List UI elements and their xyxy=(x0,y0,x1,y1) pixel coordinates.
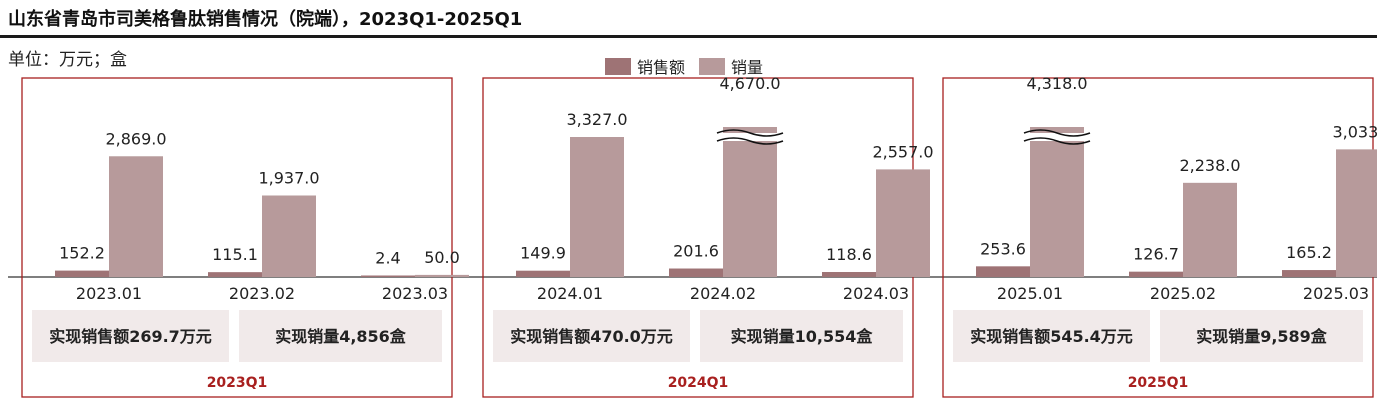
bar-sales-volume xyxy=(262,195,316,277)
data-label-sales-amount: 201.6 xyxy=(673,242,719,261)
x-tick-label: 2024.02 xyxy=(690,284,756,303)
data-label-sales-amount: 118.6 xyxy=(826,245,872,264)
data-label-sales-amount: 2.4 xyxy=(375,249,400,268)
quarter-label: 2025Q1 xyxy=(1128,375,1189,391)
x-tick-label: 2025.02 xyxy=(1150,284,1216,303)
legend-swatch-sales-amount xyxy=(605,57,631,75)
title-rule xyxy=(0,35,1377,38)
x-tick-label: 2023.02 xyxy=(229,284,295,303)
bar-sales-amount xyxy=(1129,271,1183,277)
legend: 销售额 销量 xyxy=(605,54,777,78)
summary-volume-text: 实现销量4,856盒 xyxy=(275,327,407,346)
bar-sales-volume xyxy=(1183,182,1237,277)
summary-amount-text: 实现销售额545.4万元 xyxy=(970,327,1133,346)
summary-volume-text: 实现销量10,554盒 xyxy=(731,327,874,346)
legend-swatch-sales-volume xyxy=(699,57,726,75)
bar-sales-amount xyxy=(361,275,415,277)
data-label-sales-volume: 2,869.0 xyxy=(105,129,166,148)
x-tick-label: 2025.03 xyxy=(1303,284,1369,303)
summary-box-volume xyxy=(700,310,903,362)
bar-sales-volume xyxy=(723,127,777,277)
summary-amount-text: 实现销售额470.0万元 xyxy=(510,327,673,346)
x-tick-label: 2025.01 xyxy=(997,284,1063,303)
x-tick-label: 2023.03 xyxy=(382,284,448,303)
data-label-sales-volume: 3,033.0 xyxy=(1332,122,1377,141)
bar-sales-volume xyxy=(1030,127,1084,277)
legend-label-sales-amount: 销售额 xyxy=(637,58,686,77)
summary-box-volume xyxy=(1160,310,1363,362)
bar-sales-volume xyxy=(1336,149,1377,277)
quarter-label: 2024Q1 xyxy=(668,375,729,391)
summary-box-amount xyxy=(493,310,690,362)
bar-sales-amount xyxy=(976,266,1030,277)
summary-box-volume xyxy=(239,310,442,362)
data-label-sales-amount: 152.2 xyxy=(59,244,105,263)
summary-amount-text: 实现销售额269.7万元 xyxy=(49,327,212,346)
bar-sales-amount xyxy=(669,268,723,277)
unit-label: 单位：万元；盒 xyxy=(8,50,127,70)
axis-break-gap xyxy=(1030,133,1084,141)
bar-sales-amount xyxy=(1282,270,1336,277)
legend-item-sales-volume: 销量 xyxy=(699,54,763,78)
axis-break-mark xyxy=(716,129,784,137)
axis-break-mark xyxy=(1023,129,1091,137)
x-tick-label: 2024.03 xyxy=(843,284,909,303)
quarter-label: 2023Q1 xyxy=(207,375,268,391)
data-label-sales-amount: 149.9 xyxy=(520,244,566,263)
bar-sales-volume xyxy=(109,156,163,277)
x-tick-label: 2023.01 xyxy=(76,284,142,303)
data-label-sales-volume: 4,670.0 xyxy=(719,74,780,93)
data-label-sales-amount: 253.6 xyxy=(980,239,1026,258)
bar-sales-amount xyxy=(516,270,570,277)
bar-sales-amount xyxy=(208,272,262,277)
data-label-sales-volume: 1,937.0 xyxy=(258,168,319,187)
bar-sales-volume xyxy=(570,137,624,277)
data-label-sales-volume: 4,318.0 xyxy=(1026,74,1087,93)
data-label-sales-amount: 115.1 xyxy=(212,245,258,264)
panel-frame xyxy=(21,77,453,398)
bar-sales-volume xyxy=(415,274,469,277)
bar-sales-amount xyxy=(55,270,109,277)
x-tick-label: 2024.01 xyxy=(537,284,603,303)
legend-label-sales-volume: 销量 xyxy=(731,58,764,77)
data-label-sales-amount: 165.2 xyxy=(1286,243,1332,262)
axis-break-mark xyxy=(716,137,784,145)
data-label-sales-amount: 126.7 xyxy=(1133,245,1179,264)
summary-volume-text: 实现销量9,589盒 xyxy=(1196,327,1328,346)
summary-box-amount xyxy=(953,310,1150,362)
summary-box-amount xyxy=(32,310,229,362)
data-label-sales-volume: 2,238.0 xyxy=(1179,156,1240,175)
data-label-sales-volume: 50.0 xyxy=(424,248,460,267)
axis-break-mark xyxy=(1023,137,1091,145)
data-label-sales-volume: 2,557.0 xyxy=(872,142,933,161)
legend-item-sales-amount: 销售额 xyxy=(605,54,685,78)
chart-title: 山东省青岛市司美格鲁肽销售情况（院端），2023Q1-2025Q1 xyxy=(8,9,523,30)
data-label-sales-volume: 3,327.0 xyxy=(566,110,627,129)
axis-break-gap xyxy=(723,133,777,141)
bar-sales-volume xyxy=(876,169,930,277)
bar-sales-amount xyxy=(822,272,876,277)
